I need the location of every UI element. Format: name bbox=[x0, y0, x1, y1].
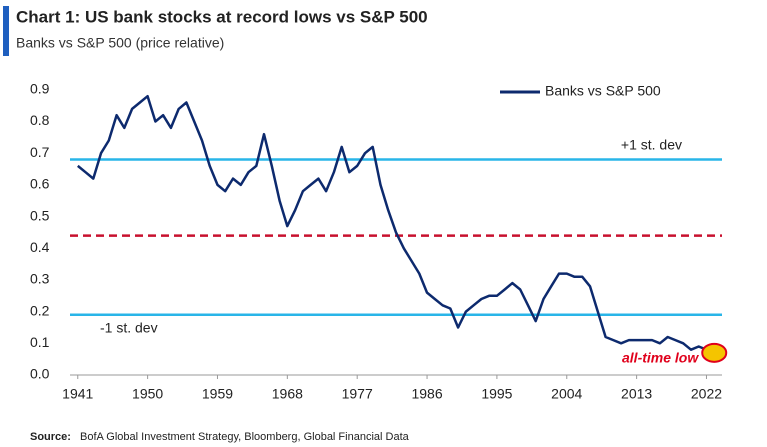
y-tick-label: 0.3 bbox=[30, 271, 50, 287]
series-line bbox=[77, 94, 715, 354]
y-tick-label: 0.9 bbox=[30, 81, 50, 97]
title-accent bbox=[3, 6, 9, 56]
x-tick-label: 1959 bbox=[202, 386, 233, 402]
y-tick-label: 0.5 bbox=[30, 207, 50, 223]
legend-label: Banks vs S&P 500 bbox=[545, 83, 661, 99]
reference-label: +1 st. dev bbox=[621, 136, 682, 152]
y-tick-label: 0.0 bbox=[30, 366, 50, 382]
x-tick-label: 1977 bbox=[342, 386, 373, 402]
y-tick-label: 0.8 bbox=[30, 112, 50, 128]
x-tick-label: 1941 bbox=[62, 386, 93, 402]
x-tick-label: 1995 bbox=[481, 386, 512, 402]
annotation: all-time low bbox=[622, 350, 699, 366]
reference-label: -1 st. dev bbox=[100, 320, 158, 336]
y-tick-label: 0.7 bbox=[30, 144, 50, 160]
x-tick-label: 2013 bbox=[621, 386, 652, 402]
x-tick-label: 1950 bbox=[132, 386, 163, 402]
y-tick-label: 0.2 bbox=[30, 302, 50, 318]
chart-subtitle: Banks vs S&P 500 (price relative) bbox=[16, 35, 224, 51]
x-tick-label: 1968 bbox=[272, 386, 303, 402]
y-tick-label: 0.4 bbox=[30, 239, 50, 255]
x-tick-label: 1986 bbox=[411, 386, 442, 402]
source: BofA Global Investment Strategy, Bloombe… bbox=[80, 431, 410, 443]
chart-title: Chart 1: US bank stocks at record lows v… bbox=[16, 7, 428, 26]
low-highlight bbox=[701, 342, 728, 363]
y-tick-label: 0.6 bbox=[30, 176, 50, 192]
x-tick-label: 2022 bbox=[691, 386, 722, 402]
x-tick-label: 2004 bbox=[551, 386, 582, 402]
source-label: Source: bbox=[30, 431, 71, 443]
y-tick-label: 0.1 bbox=[30, 334, 50, 350]
